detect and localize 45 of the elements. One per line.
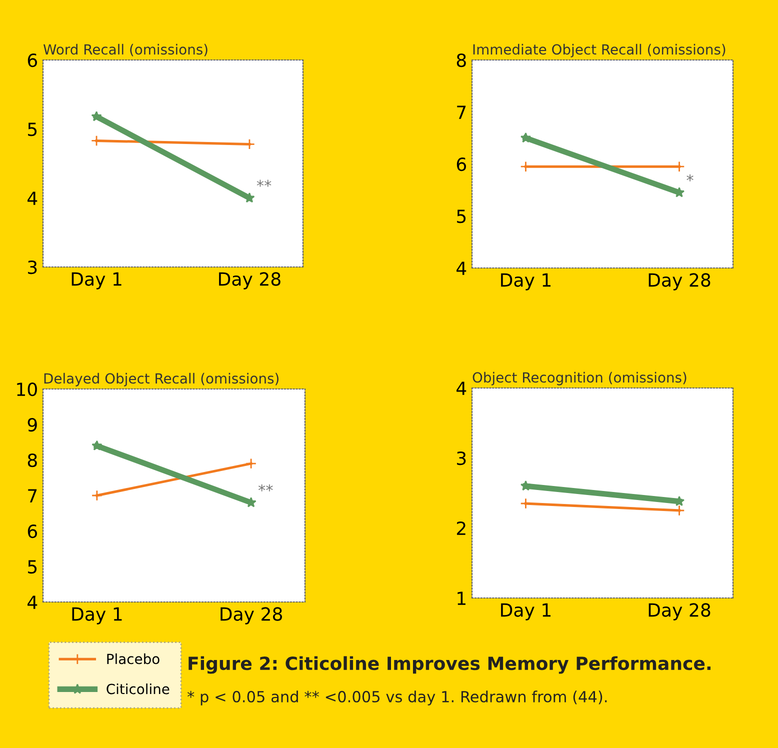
annotation: **	[258, 484, 273, 492]
y-tick-label: 5	[457, 210, 466, 224]
annotation: *	[686, 174, 694, 182]
y-tick-label: 4	[456, 382, 466, 395]
y-tick-label: 8	[456, 53, 466, 68]
x-tick-label: Day 28	[648, 603, 710, 620]
x-tick-label: Day 28	[220, 607, 282, 624]
caption: Figure 2: Citicoline Improves Memory Performance.	[188, 656, 711, 674]
y-tick-label: 4	[28, 192, 38, 205]
legend-label: Citicoline	[106, 684, 170, 694]
y-tick-label: 8	[28, 453, 37, 468]
x-tick-label: Day 1	[72, 272, 122, 290]
y-tick-label: 1	[458, 592, 466, 605]
y-tick-label: 6	[456, 157, 466, 172]
annotation: **	[256, 180, 272, 187]
point	[91, 111, 102, 122]
point	[246, 458, 257, 470]
y-tick-label: 6	[28, 53, 37, 68]
point	[520, 480, 532, 491]
point	[91, 490, 102, 502]
y-tick-label: 4	[456, 262, 466, 275]
y-tick-label: 7	[28, 489, 37, 502]
x-tick-label: Day 1	[501, 273, 551, 290]
chart-title: Delayed Object Recall (omissions)	[44, 372, 278, 386]
x-tick-label: Day 28	[219, 272, 280, 290]
y-tick-label: 9	[28, 418, 37, 432]
point	[92, 440, 102, 450]
y-tick-label: 6	[28, 524, 37, 538]
chart-title: Immediate Object Recall (omissions)	[473, 44, 726, 58]
y-tick-label: 4	[28, 596, 38, 609]
point	[520, 132, 532, 143]
y-tick-label: 2	[456, 521, 466, 535]
text: * p < 0.05 and ** <0.005 vs day 1. Redrawn from (44).	[187, 690, 607, 706]
x-tick-label: Day 1	[72, 607, 122, 624]
y-tick-label: 5	[28, 560, 37, 574]
y-tick-label: 5	[28, 122, 37, 136]
y-tick-label: 3	[457, 451, 466, 466]
x-tick-label: Day 1	[501, 603, 551, 620]
y-tick-label: 7	[457, 106, 466, 119]
y-tick-label: 10	[17, 382, 37, 396]
legend-label: Placebo	[107, 653, 160, 664]
y-tick-label: 3	[28, 260, 37, 274]
chart-title: Object Recognition (omissions)	[472, 372, 686, 386]
chart-title: Word Recall (omissions)	[43, 44, 208, 56]
x-tick-label: Day 28	[648, 273, 710, 290]
